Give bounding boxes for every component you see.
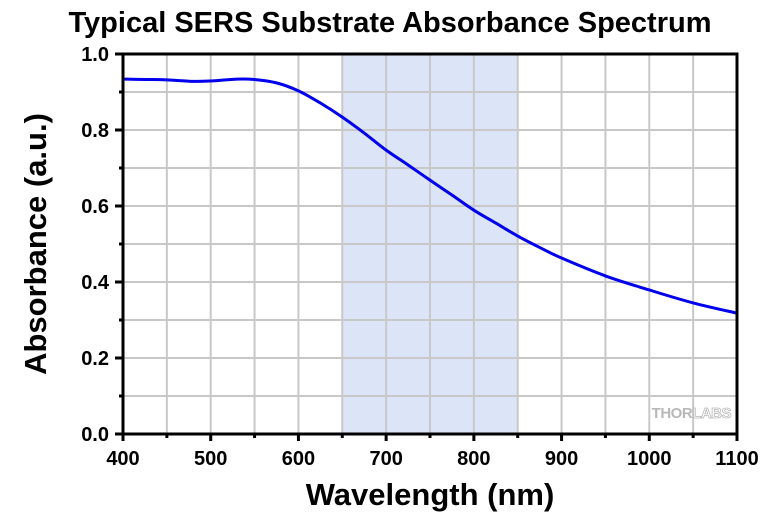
- series-layer: [122, 77, 738, 315]
- x-tick-label: 700: [369, 448, 402, 470]
- y-tick-labels: 0.0 0.2 0.4 0.6 0.8 1.0: [81, 44, 110, 446]
- x-tick-label: 500: [194, 448, 227, 470]
- x-axis-label: Wavelength (nm): [306, 477, 555, 512]
- watermark-suffix: LABS: [692, 405, 731, 422]
- x-tick-label: 900: [545, 448, 578, 470]
- y-tick-label: 1.0: [81, 44, 109, 66]
- x-tick-label: 1100: [715, 448, 758, 470]
- y-tick-label: 0.2: [81, 348, 109, 370]
- y-axis-label: Absorbance (a.u.): [18, 113, 53, 375]
- chart-title: Typical SERS Substrate Absorbance Spectr…: [68, 7, 711, 39]
- y-tick-label: 0.8: [81, 120, 109, 142]
- y-tick-label: 0.0: [81, 424, 109, 446]
- x-tick-label: 1000: [627, 448, 672, 470]
- grid-layer: [123, 54, 737, 434]
- x-tick-label: 600: [282, 448, 315, 470]
- x-tick-label: 400: [106, 448, 139, 470]
- axes-layer: [115, 52, 739, 441]
- y-tick-label: 0.6: [81, 196, 109, 218]
- x-tick-labels: 400 500 600 700 800 900 1000 1100: [106, 448, 758, 470]
- x-tick-label: 800: [457, 448, 490, 470]
- watermark-prefix: THOR: [652, 405, 693, 422]
- thorlabs-watermark: THORLABS: [652, 405, 732, 422]
- y-tick-label: 0.4: [81, 272, 110, 294]
